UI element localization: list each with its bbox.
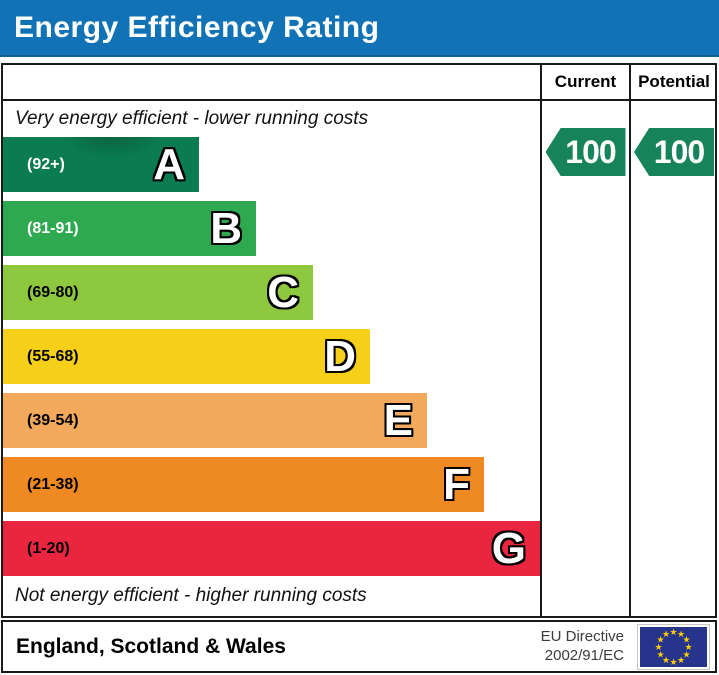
band-range-label: (21-38): [27, 475, 79, 493]
potential-value-cell: 100: [629, 101, 717, 616]
title-banner: Energy Efficiency Rating: [0, 0, 719, 57]
band-row-f: (21-38) F: [3, 457, 484, 512]
page-title: Energy Efficiency Rating: [14, 10, 380, 44]
band-range-label: (69-80): [27, 283, 79, 301]
rating-bands: (92+) A (81-91) B (69-80) C (55-68) D: [3, 137, 540, 576]
band-row-a: (92+) A: [3, 137, 199, 192]
band-range-label: (39-54): [27, 411, 79, 429]
potential-rating-value: 100: [653, 133, 705, 170]
band-a-swoosh-decoration: [55, 137, 170, 167]
footer-bar: England, Scotland & Wales EU Directive 2…: [1, 620, 717, 673]
eu-directive-label: EU Directive 2002/91/EC: [541, 628, 624, 666]
band-range-label: (1-20): [27, 539, 70, 557]
eu-directive-line1: EU Directive: [540, 627, 624, 645]
potential-rating-arrow: 100: [634, 128, 714, 176]
region-label: England, Scotland & Wales: [16, 634, 286, 658]
band-letter: G: [491, 523, 526, 573]
band-row-b: (81-91) B: [3, 201, 256, 256]
band-letter: D: [324, 331, 356, 381]
current-value-cell: 100: [540, 101, 629, 616]
band-letter: A: [153, 139, 185, 189]
band-letter: E: [383, 395, 413, 445]
band-row-g: (1-20) G: [3, 521, 540, 576]
band-row-c: (69-80) C: [3, 265, 313, 320]
current-rating-value: 100: [565, 133, 616, 170]
eu-flag-icon: ★ ★ ★ ★ ★ ★ ★ ★ ★ ★ ★ ★: [637, 623, 710, 670]
chart-header-spacer: [3, 65, 540, 101]
band-row-d: (55-68) D: [3, 329, 370, 384]
band-letter: B: [210, 203, 242, 253]
column-header-current: Current: [540, 65, 629, 101]
note-not-efficient: Not energy efficient - higher running co…: [15, 585, 367, 606]
band-row-e: (39-54) E: [3, 393, 427, 448]
band-chart-area: Very energy efficient - lower running co…: [3, 101, 540, 616]
rating-table: Current Potential Very energy efficient …: [1, 63, 717, 618]
current-rating-arrow: 100: [545, 128, 626, 176]
band-range-label: (92+): [27, 155, 65, 173]
band-letter: F: [443, 459, 470, 509]
column-header-potential: Potential: [629, 65, 717, 101]
band-range-label: (81-91): [27, 219, 79, 237]
eu-directive-line2: 2002/91/EC: [544, 646, 624, 664]
band-letter: C: [267, 267, 299, 317]
band-range-label: (55-68): [27, 347, 79, 365]
note-very-efficient: Very energy efficient - lower running co…: [15, 108, 369, 129]
